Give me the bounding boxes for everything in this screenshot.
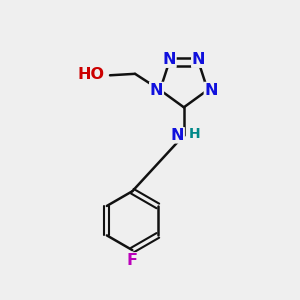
Text: N: N xyxy=(150,82,163,98)
Text: N: N xyxy=(192,52,205,67)
Text: F: F xyxy=(127,253,138,268)
Text: H: H xyxy=(189,127,201,141)
Text: N: N xyxy=(204,82,218,98)
Text: N: N xyxy=(162,52,176,67)
Text: N: N xyxy=(171,128,184,143)
Text: HO: HO xyxy=(78,67,105,82)
